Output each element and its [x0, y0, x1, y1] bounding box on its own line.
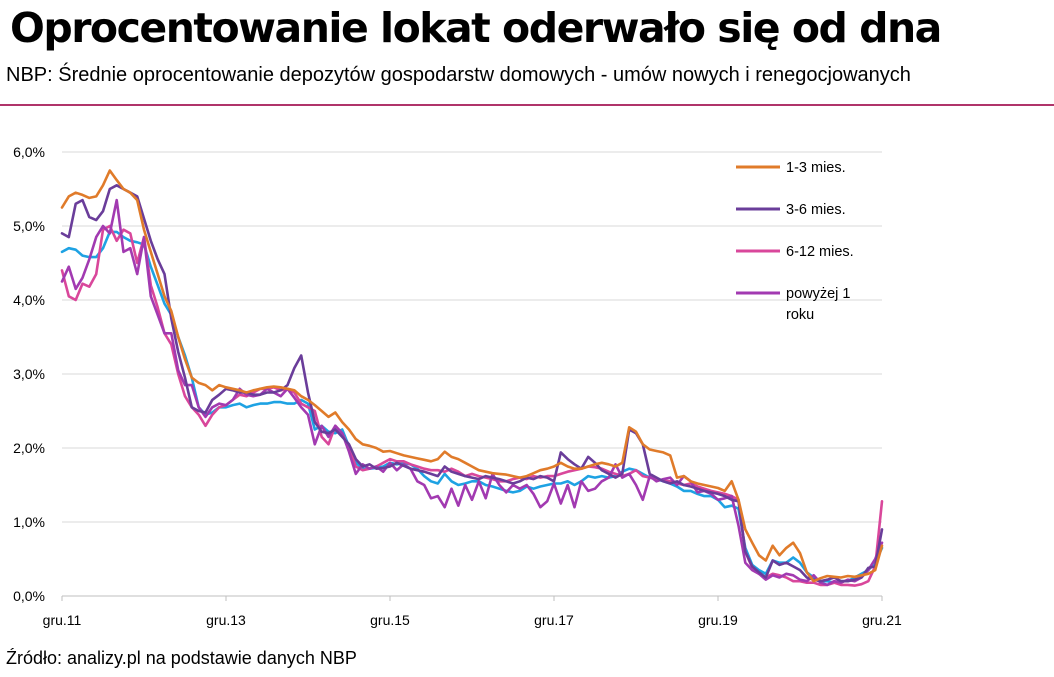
y-tick-label: 3,0%: [13, 366, 45, 382]
series-line: [60, 198, 884, 587]
legend-label: 3-6 mies.: [786, 202, 846, 218]
x-tick-label: gru.13: [206, 612, 246, 628]
chart-legend: 1-3 mies. 3-6 mies. 6-12 mies. powyżej 1 rok…: [736, 160, 854, 323]
x-tick-label: gru.17: [534, 612, 574, 628]
series-lines: [60, 169, 884, 587]
series-line: [60, 169, 884, 583]
y-tick-label: 0,0%: [13, 588, 45, 604]
source-note: Źródło: analizy.pl na podstawie danych N…: [6, 648, 357, 668]
y-tick-label: 4,0%: [13, 292, 45, 308]
x-tick-label: gru.15: [370, 612, 410, 628]
series-line: [60, 224, 884, 587]
x-tick-label: gru.21: [862, 612, 902, 628]
legend-label: 1-3 mies.: [786, 160, 846, 176]
series-line: [60, 230, 884, 584]
series-line: [60, 184, 884, 583]
y-tick-label: 6,0%: [13, 144, 45, 160]
header-divider: [0, 104, 1054, 106]
y-tick-label: 2,0%: [13, 440, 45, 456]
y-tick-label: 5,0%: [13, 218, 45, 234]
y-axis-ticks: 0,0% 1,0% 2,0% 3,0% 4,0% 5,0% 6,0%: [13, 144, 45, 604]
x-axis-ticks: gru.11 gru.13 gru.15 gru.17 gru.19 gru.21: [43, 596, 902, 628]
legend-label: 6-12 mies.: [786, 244, 854, 260]
chart-subtitle: NBP: Średnie oprocentowanie depozytów go…: [6, 64, 911, 86]
legend-label: powyżej 1 roku: [786, 286, 850, 323]
grid-lines: [62, 151, 882, 597]
line-chart: 0,0%1,0%2,0%3,0%4,0%5,0%6,0% gru.11 gru.1…: [13, 144, 902, 628]
y-tick-label: 1,0%: [13, 514, 45, 530]
x-tick-label: gru.11: [43, 612, 82, 628]
page-title: Oprocentowanie lokat oderwało się od dna: [10, 4, 942, 52]
x-tick-label: gru.19: [698, 612, 738, 628]
